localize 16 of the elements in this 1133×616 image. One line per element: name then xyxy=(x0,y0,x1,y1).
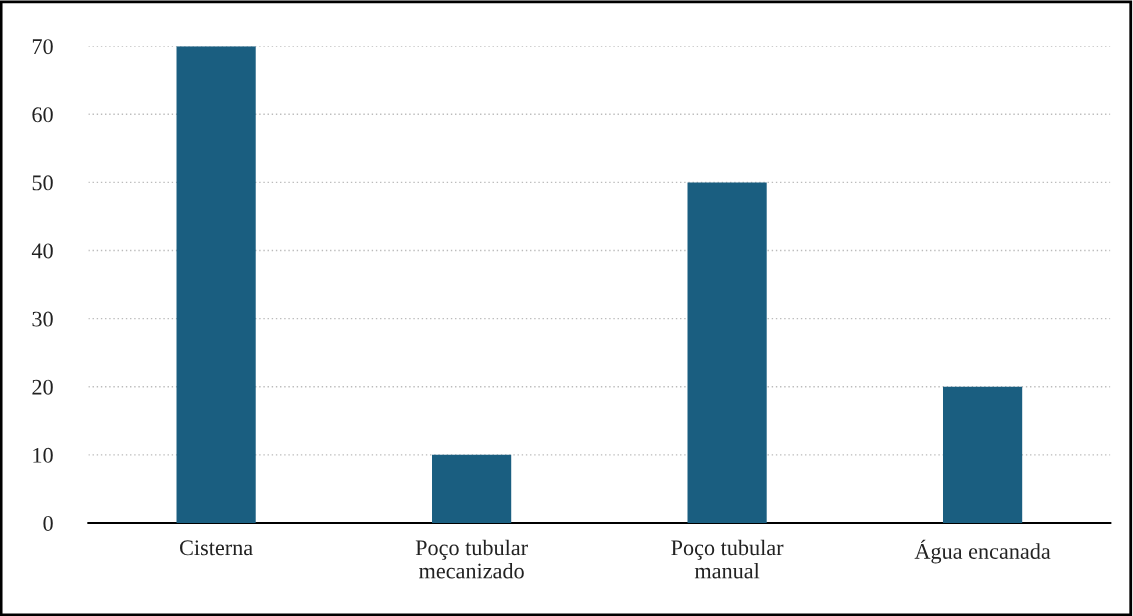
y-tick-label: 60 xyxy=(32,107,53,123)
x-tick-label: Poço tubular manual xyxy=(671,539,784,579)
bar xyxy=(432,454,512,523)
y-tick-label: 70 xyxy=(32,39,53,55)
y-tick-label: 50 xyxy=(32,175,53,191)
x-tick-label: Poço tubular mecanizado xyxy=(415,539,528,579)
bar xyxy=(942,386,1023,523)
y-tick-label: 0 xyxy=(43,515,53,531)
y-tick-label: 10 xyxy=(33,447,53,463)
y-tick-label: 30 xyxy=(32,311,53,327)
bar xyxy=(687,182,767,523)
bar xyxy=(176,46,256,523)
y-tick-label: 20 xyxy=(32,379,53,395)
x-tick-label: Cisterna xyxy=(180,540,253,556)
y-tick-label: 40 xyxy=(31,243,53,259)
x-tick-label: Água encanada xyxy=(914,539,1051,564)
